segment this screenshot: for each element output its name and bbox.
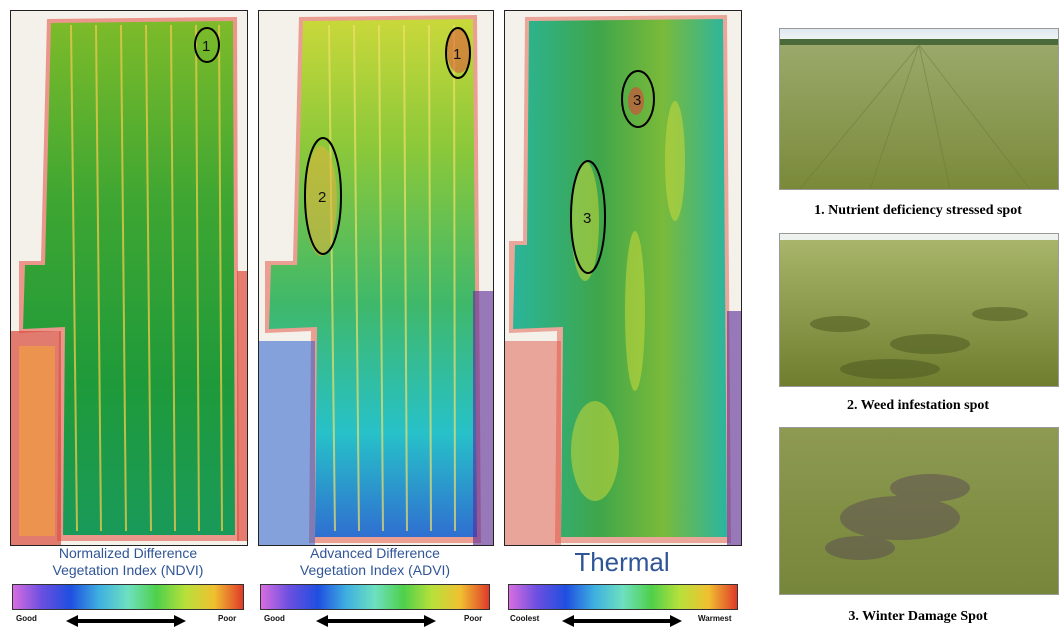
photo-caption-2: 2. Weed infestation spot xyxy=(846,398,990,413)
ndvi-marker-1-label: 1 xyxy=(202,38,210,55)
advi-marker-2-label: 2 xyxy=(318,189,326,206)
photo-caption-1: 1. Nutrient deficiency stressed spot xyxy=(814,203,1022,218)
photo-nutrient-deficiency xyxy=(779,28,1059,190)
advi-marker-1-label: 1 xyxy=(453,46,461,63)
thermal-scale-arrow xyxy=(562,615,682,627)
ndvi-scale-right: Poor xyxy=(218,614,237,623)
thermal-map: 3 3 xyxy=(504,10,742,546)
ndvi-caption-line1: Normalized Difference xyxy=(58,545,198,561)
photo-winter-damage xyxy=(779,427,1059,595)
advi-scale-right: Poor xyxy=(464,614,483,623)
ndvi-scale-left: Good xyxy=(16,614,37,623)
advi-caption: Advanced Difference Vegetation Index (AD… xyxy=(258,545,492,579)
ndvi-map: 1 xyxy=(10,10,248,546)
thermal-marker-3a-label: 3 xyxy=(633,92,641,109)
thermal-caption: Thermal xyxy=(574,547,670,577)
thermal-scale-right: Warmest xyxy=(698,614,732,623)
advi-caption-line2: Vegetation Index (ADVI) xyxy=(299,562,451,578)
thermal-marker-3b-label: 3 xyxy=(583,210,591,227)
ndvi-caption: Normalized Difference Vegetation Index (… xyxy=(10,545,246,579)
photo-caption-3: 3. Winter Damage Spot xyxy=(848,609,988,624)
advi-color-scale xyxy=(260,584,490,610)
advi-scale-arrow xyxy=(316,615,436,627)
advi-map: 1 2 xyxy=(258,10,494,546)
thermal-marker-3a xyxy=(621,70,655,128)
ndvi-color-scale xyxy=(12,584,244,610)
thermal-scale-left: Coolest xyxy=(510,614,540,623)
ndvi-scale-arrow xyxy=(66,615,186,627)
ndvi-marker-1 xyxy=(194,27,220,63)
photo-weed-infestation xyxy=(779,233,1059,387)
ndvi-caption-line2: Vegetation Index (NDVI) xyxy=(52,562,204,578)
advi-marker-1 xyxy=(445,27,471,79)
advi-caption-line1: Advanced Difference xyxy=(310,545,440,561)
thermal-color-scale xyxy=(508,584,738,610)
advi-marker-2 xyxy=(304,137,342,255)
thermal-marker-3b xyxy=(570,160,606,274)
advi-scale-left: Good xyxy=(264,614,285,623)
